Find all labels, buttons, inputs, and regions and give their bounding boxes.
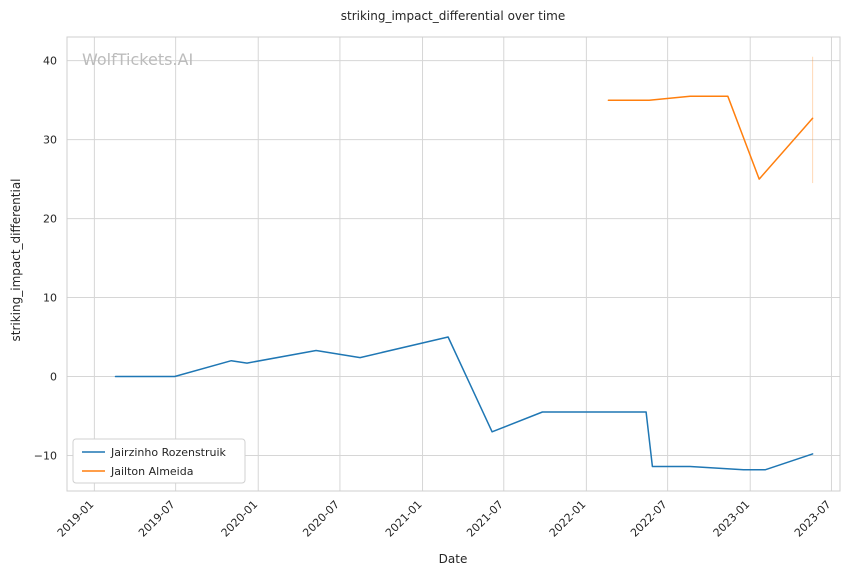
y-tick-label: 10 — [43, 292, 57, 305]
y-tick-label: 20 — [43, 213, 57, 226]
y-tick-label: 40 — [43, 55, 57, 68]
y-axis-label: striking_impact_differential — [9, 178, 23, 341]
legend-box — [72, 438, 246, 484]
legend: Jairzinho Rozenstruik Jailton Almeida — [72, 438, 246, 484]
plot-frame — [66, 36, 841, 492]
y-tick-label: 30 — [43, 134, 57, 147]
x-axis-label: Date — [439, 552, 468, 566]
y-tick-label: −10 — [34, 449, 57, 462]
chart-title: striking_impact_differential over time — [341, 9, 566, 23]
series-line-jailton — [607, 95, 814, 180]
series-line-jairzinho — [114, 336, 814, 471]
series-layer — [114, 56, 814, 471]
y-tick-label: 0 — [50, 371, 57, 384]
watermark-text: WolfTickets.AI — [82, 50, 193, 69]
legend-label-jailton: Jailton Almeida — [110, 465, 193, 478]
legend-label-jairzinho: Jairzinho Rozenstruik — [110, 446, 227, 459]
